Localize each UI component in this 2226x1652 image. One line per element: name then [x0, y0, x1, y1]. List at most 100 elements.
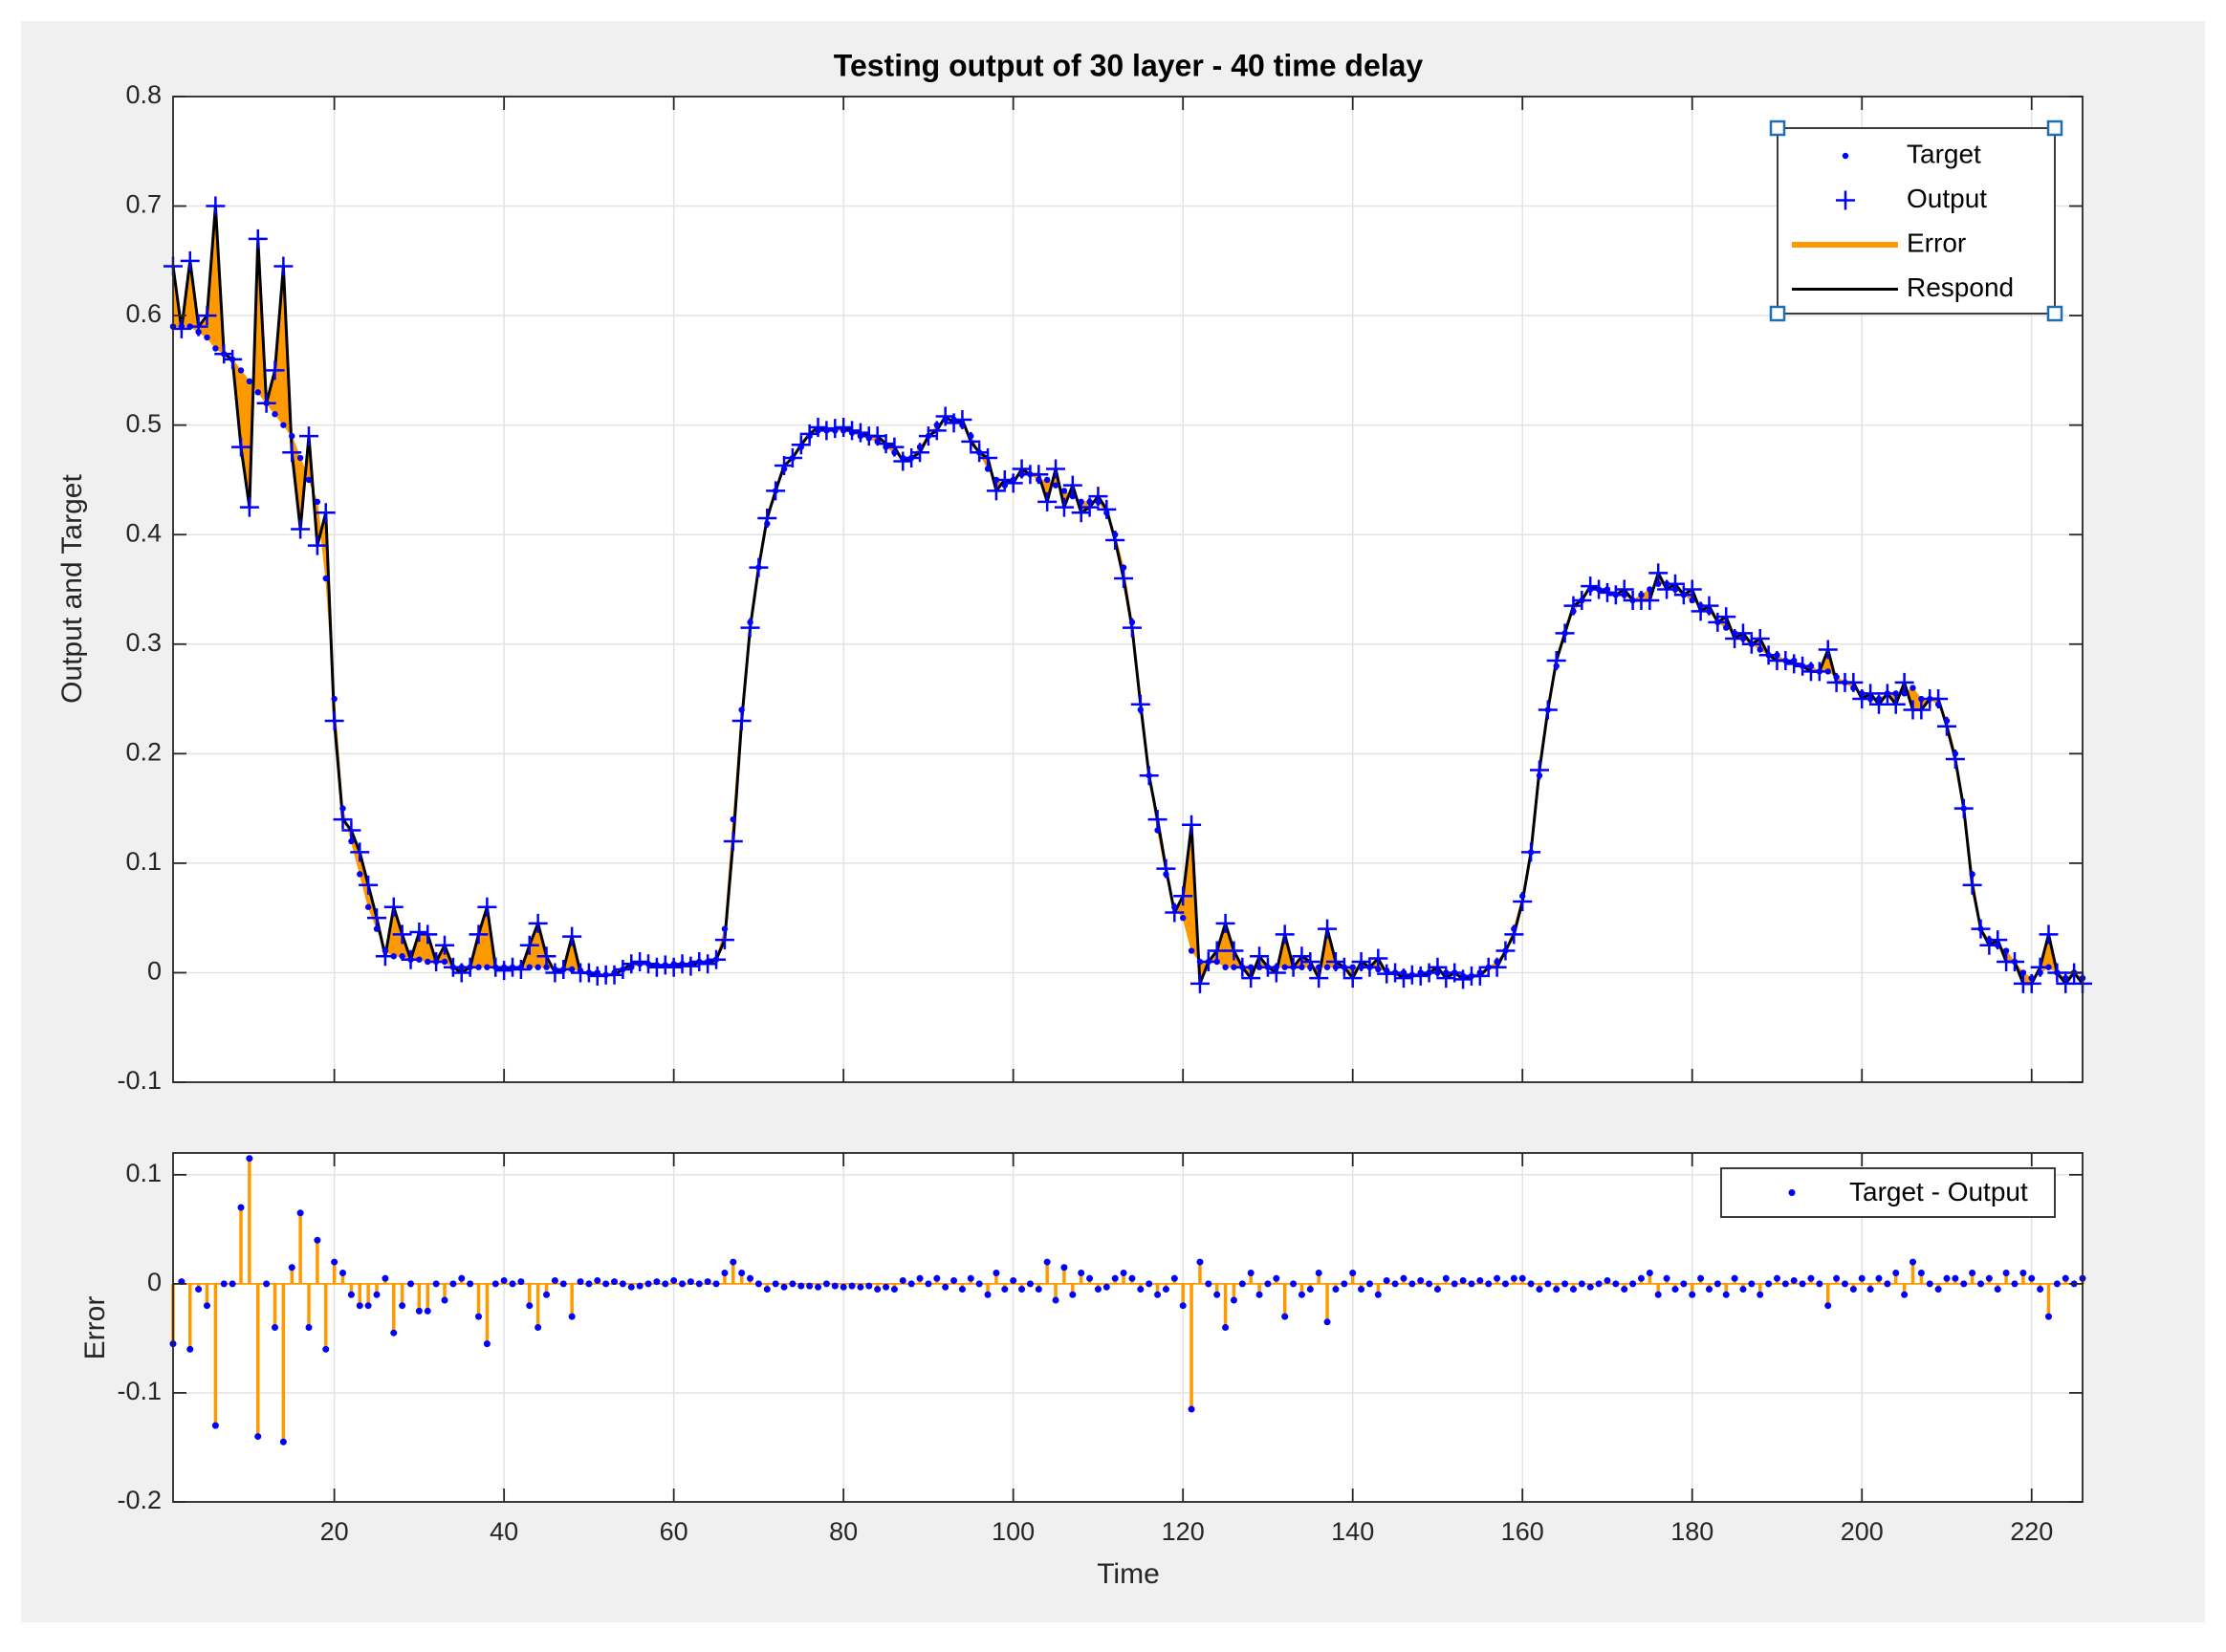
error-point: [747, 1274, 754, 1282]
error-point: [1069, 1291, 1077, 1298]
output-marker: [392, 924, 412, 945]
output-marker: [1809, 662, 1829, 682]
output-marker: [1342, 968, 1363, 989]
y-tick-label: 0.1: [125, 847, 162, 876]
error-point: [559, 1280, 567, 1288]
target-point: [535, 964, 541, 970]
output-marker: [383, 897, 404, 917]
output-marker: [1716, 607, 1736, 627]
error-point: [883, 1283, 890, 1291]
error-point: [220, 1280, 228, 1288]
error-point: [211, 1422, 219, 1429]
target-point: [237, 367, 245, 374]
target-point: [204, 334, 210, 341]
error-point: [1976, 1280, 1984, 1288]
output-marker: [1428, 957, 1448, 977]
error-point: [950, 1276, 958, 1284]
target-point: [246, 378, 253, 385]
y-tick-label: -0.2: [117, 1486, 162, 1514]
error-point: [356, 1302, 363, 1310]
target-point: [1188, 947, 1195, 954]
output-marker: [1003, 473, 1023, 493]
error-point: [1451, 1280, 1458, 1288]
error-point: [517, 1278, 525, 1286]
error-point: [526, 1302, 534, 1310]
output-marker: [1453, 969, 1473, 989]
output-marker: [994, 469, 1015, 489]
error-point: [1841, 1280, 1848, 1288]
error-point: [1866, 1286, 1874, 1293]
output-marker: [630, 951, 650, 971]
output-marker: [1410, 966, 1430, 986]
error-point: [1290, 1280, 1298, 1288]
output-marker: [1029, 465, 1049, 485]
error-point: [831, 1282, 839, 1290]
error-point: [907, 1280, 915, 1288]
output-marker: [1334, 957, 1354, 977]
output-marker: [961, 431, 981, 451]
error-point: [1273, 1274, 1280, 1282]
output-marker: [1844, 672, 1864, 692]
output-marker: [2039, 924, 2059, 945]
output-marker: [731, 710, 752, 730]
error-point: [1553, 1286, 1560, 1293]
error-point: [1426, 1280, 1433, 1288]
output-marker: [664, 957, 684, 977]
output-marker: [1275, 924, 1295, 945]
error-point: [1781, 1280, 1789, 1288]
output-marker: [1877, 684, 1897, 704]
legend-marker: [1842, 152, 1849, 160]
error-point: [1137, 1286, 1145, 1293]
error-point: [1527, 1280, 1535, 1288]
output-marker: [1088, 487, 1108, 507]
output-marker: [681, 956, 701, 976]
error-point: [1494, 1274, 1501, 1282]
output-marker: [1495, 941, 1516, 961]
output-marker: [1130, 694, 1150, 714]
error-point: [1035, 1286, 1042, 1293]
axes-frame: [172, 96, 2084, 1083]
y-tick-label: 0.4: [125, 518, 162, 547]
error-point: [840, 1283, 847, 1291]
output-marker: [1300, 951, 1320, 971]
target-point: [1179, 914, 1187, 922]
error-point: [1671, 1286, 1679, 1293]
error-point: [890, 1286, 898, 1293]
error-point: [1400, 1274, 1408, 1282]
output-marker: [1945, 750, 1965, 770]
output-marker: [1139, 766, 1159, 786]
error-point: [399, 1302, 406, 1310]
error-point: [730, 1258, 737, 1266]
error-point: [1799, 1280, 1806, 1288]
x-tick-label: 120: [1162, 1517, 1205, 1546]
output-marker: [791, 435, 811, 455]
output-marker: [1962, 875, 1982, 895]
output-marker: [850, 423, 870, 443]
error-point: [2002, 1269, 2010, 1276]
output-marker: [1504, 924, 1524, 945]
output-marker: [1250, 946, 1270, 967]
error-point: [2044, 1313, 2052, 1320]
output-marker: [749, 557, 769, 577]
error-point: [636, 1282, 644, 1290]
error-point: [1102, 1283, 1110, 1291]
error-point: [246, 1155, 253, 1163]
y-tick-label: 0.1: [125, 1159, 162, 1187]
error-point: [594, 1276, 601, 1284]
output-marker: [1182, 815, 1202, 835]
output-marker: [775, 456, 795, 476]
x-tick-label: 220: [2010, 1517, 2053, 1546]
error-point: [1408, 1280, 1416, 1288]
error-point: [1281, 1313, 1289, 1320]
output-marker: [893, 451, 913, 471]
error-point: [1663, 1274, 1670, 1282]
error-point: [857, 1283, 864, 1291]
output-marker: [1122, 618, 1142, 638]
error-point: [458, 1274, 466, 1282]
legend-label: Output: [1907, 184, 1987, 213]
x-tick-label: 160: [1501, 1517, 1544, 1546]
y-tick-label: 0.8: [125, 80, 162, 109]
output-marker: [426, 951, 447, 971]
error-point: [2037, 1286, 2044, 1293]
error-point: [1637, 1274, 1645, 1282]
